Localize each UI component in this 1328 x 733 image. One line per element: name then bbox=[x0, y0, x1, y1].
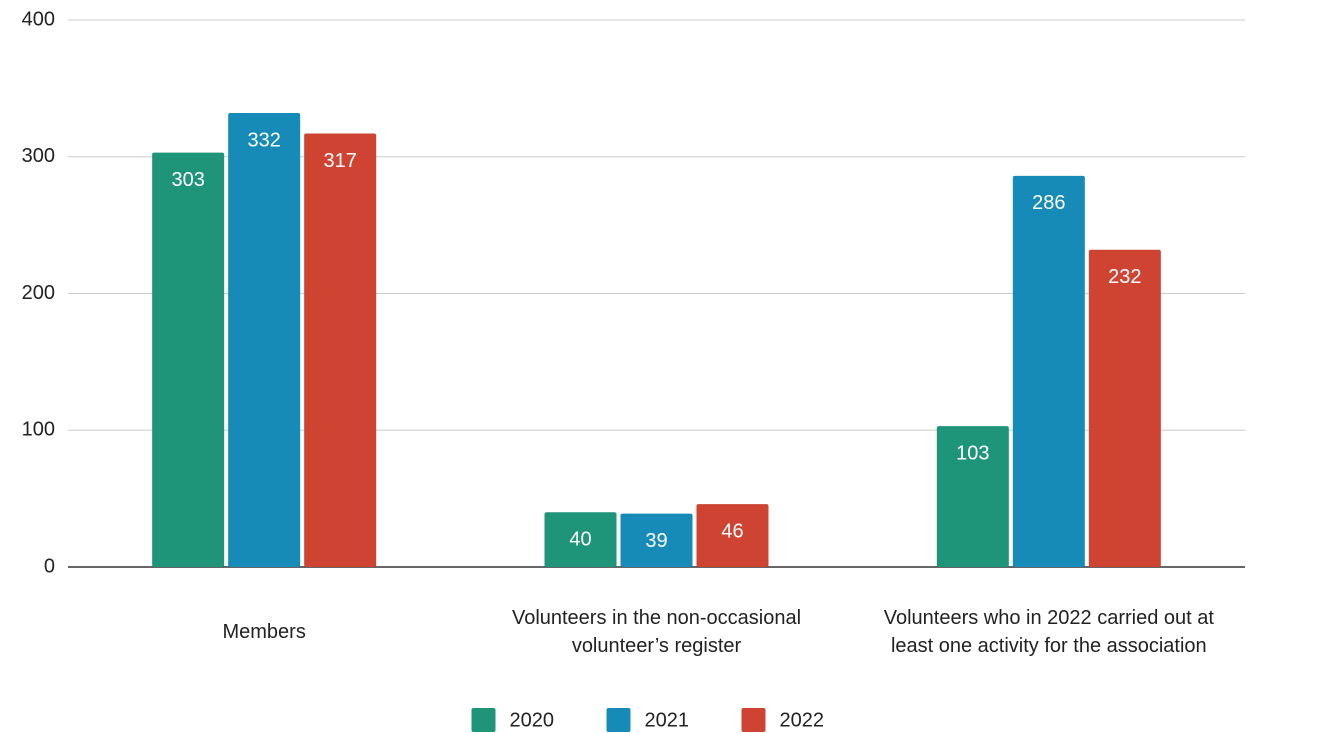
bar bbox=[936, 426, 1009, 567]
y-tick-label: 300 bbox=[22, 145, 55, 167]
x-tick-label: Volunteers in the non-occasional volunte… bbox=[511, 607, 802, 657]
y-tick-label: 100 bbox=[22, 419, 55, 441]
legend-label: 2021 bbox=[645, 709, 690, 731]
value-label: 103 bbox=[956, 442, 989, 464]
y-tick-label: 0 bbox=[44, 555, 55, 577]
legend-label: 2020 bbox=[510, 709, 555, 731]
legend-label: 2022 bbox=[780, 709, 825, 731]
x-tick-label: Volunteers who in 2022 carried out at le… bbox=[883, 607, 1214, 657]
value-label: 40 bbox=[569, 529, 591, 551]
bar bbox=[304, 133, 377, 567]
value-label: 303 bbox=[171, 169, 204, 191]
y-tick-label: 400 bbox=[22, 8, 55, 30]
bar bbox=[620, 513, 693, 567]
value-label: 46 bbox=[721, 520, 743, 542]
y-tick-label: 200 bbox=[22, 282, 55, 304]
value-label: 317 bbox=[323, 150, 356, 172]
bar bbox=[1088, 249, 1161, 568]
bar bbox=[228, 112, 301, 568]
bar bbox=[696, 504, 769, 567]
value-label: 39 bbox=[645, 530, 667, 552]
value-label: 232 bbox=[1108, 266, 1141, 288]
bar bbox=[1012, 175, 1085, 567]
x-tick-label: Members bbox=[222, 621, 306, 643]
bar bbox=[544, 512, 617, 567]
value-label: 286 bbox=[1032, 192, 1065, 214]
bar bbox=[152, 152, 225, 567]
value-label: 332 bbox=[247, 129, 280, 151]
legend-swatch bbox=[741, 708, 766, 732]
legend-swatch bbox=[471, 708, 496, 732]
legend-swatch bbox=[606, 708, 631, 732]
